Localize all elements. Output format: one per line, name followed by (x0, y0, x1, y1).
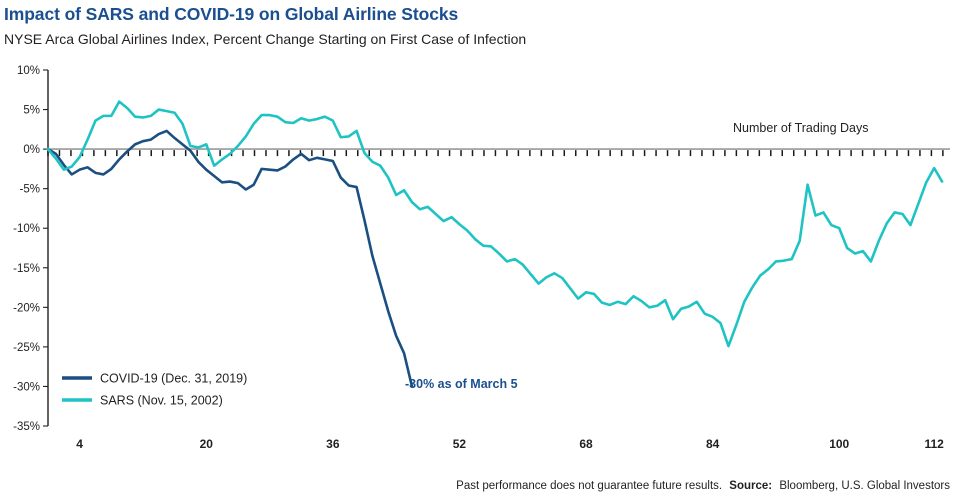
x-axis-tick-label: 20 (200, 437, 214, 451)
svg-text:Past performance does not guar: Past performance does not guarantee futu… (456, 480, 950, 492)
x-axis: 4 20 36 52 68 84 100 112 (76, 437, 944, 451)
y-axis-tick-label: -30% (13, 381, 40, 393)
y-axis-tick-label: -35% (13, 421, 40, 433)
chart-title: Impact of SARS and COVID-19 on Global Ai… (4, 4, 458, 24)
y-axis-tick-label: -5% (20, 184, 40, 196)
legend-item-label: COVID-19 (Dec. 31, 2019) (100, 372, 247, 386)
footer-disclaimer: Past performance does not guarantee futu… (456, 480, 722, 492)
x-axis-tick-label: 4 (76, 437, 83, 451)
x-axis-tick-label: 68 (579, 437, 593, 451)
chart-legend: COVID-19 (Dec. 31, 2019) SARS (Nov. 15, 2… (62, 372, 247, 408)
footer-source-label: Source: (729, 480, 772, 492)
y-axis: 10% 5% 0% -5% -10% -15% -20% -25% -30% -35% (13, 65, 49, 433)
trading-days-label: Number of Trading Days (733, 121, 868, 135)
y-axis-tick-label: -15% (13, 263, 40, 275)
y-axis-tick-label: -20% (13, 302, 40, 314)
y-axis-tick-label: 5% (23, 105, 40, 117)
footer-source-value: Bloomberg, U.S. Global Investors (779, 480, 950, 492)
covid-endpoint-annotation: -30% as of March 5 (405, 377, 518, 391)
y-axis-tick-label: -10% (13, 223, 40, 235)
x-axis-tick-label: 84 (706, 437, 720, 451)
legend-item-label: SARS (Nov. 15, 2002) (100, 394, 223, 408)
series-line-sars (46, 100, 944, 348)
zero-reference-line (47, 148, 950, 157)
y-axis-tick-label: 10% (17, 65, 40, 77)
series-lines (46, 100, 944, 388)
chart-footer: Past performance does not guarantee futu… (456, 480, 950, 492)
x-axis-tick-label: 36 (326, 437, 340, 451)
chart-subtitle: NYSE Arca Global Airlines Index, Percent… (4, 31, 526, 47)
x-axis-tick-label: 52 (453, 437, 467, 451)
y-axis-tick-label: -25% (13, 342, 40, 354)
x-axis-tick-label: 100 (829, 437, 849, 451)
series-line-covid-19 (46, 129, 414, 388)
y-axis-tick-label: 0% (23, 144, 40, 156)
x-axis-tick-label: 112 (924, 437, 944, 451)
